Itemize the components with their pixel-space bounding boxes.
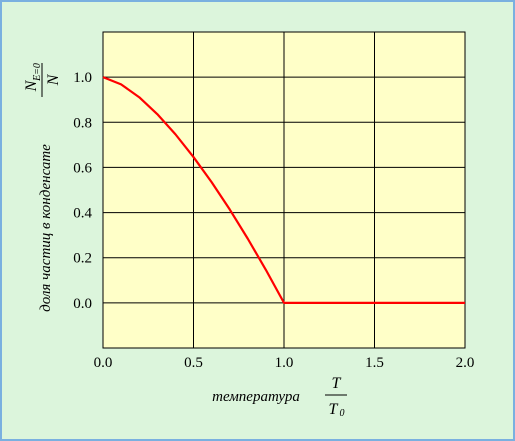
x-axis-fraction: T T 0 [325,375,347,419]
y-tick-label: 0.8 [73,115,92,131]
x-tick-label: 2.0 [456,355,475,371]
grid [102,32,466,348]
y-tick-label: 0.6 [73,160,92,176]
x-fraction-denominator-sub: 0 [340,408,345,419]
y-axis-label: доля частиц в конденсате [38,144,54,312]
y-tick-label: 0.2 [73,251,92,267]
y-fraction-numerator-sub: E=0 [32,63,43,82]
x-fraction-denominator: T [329,401,339,418]
x-tick-labels: 0.0 0.5 1.0 1.5 2.0 [94,355,475,371]
series-layer [102,76,465,304]
y-fraction-denominator: N [45,73,62,86]
y-tick-labels: 0.0 0.2 0.4 0.6 0.8 1.0 [73,70,92,312]
y-fraction-numerator: N [23,79,40,92]
x-axis-label: температура [212,389,300,405]
y-tick-label: 0.4 [73,206,92,222]
x-tick-label: 0.5 [184,355,203,371]
x-fraction-numerator: T [332,375,342,392]
x-tick-label: 1.5 [365,355,384,371]
series-line [102,76,465,304]
y-axis-fraction: N E=0 N [23,63,62,97]
x-tick-label: 1.0 [275,355,294,371]
x-tick-label: 0.0 [94,355,113,371]
y-tick-label: 0.0 [73,296,92,312]
y-tick-label: 1.0 [73,70,92,86]
